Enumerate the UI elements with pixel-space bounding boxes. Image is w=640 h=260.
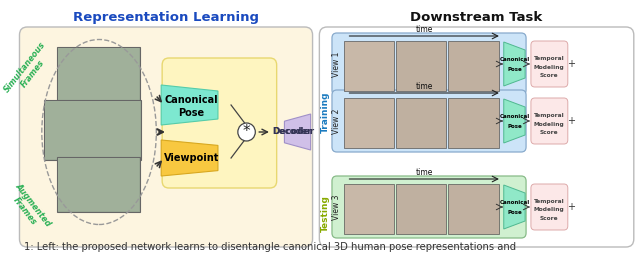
Text: time: time	[415, 168, 433, 177]
Text: Decoder: Decoder	[272, 127, 314, 136]
Text: Score: Score	[540, 129, 559, 134]
Text: *: *	[243, 124, 250, 139]
Text: Score: Score	[540, 216, 559, 220]
Bar	[58, 47, 140, 105]
Text: Testing: Testing	[321, 196, 330, 232]
Bar	[344, 98, 394, 148]
Text: Pose: Pose	[178, 108, 204, 118]
Bar	[344, 41, 394, 91]
FancyBboxPatch shape	[332, 176, 526, 238]
FancyBboxPatch shape	[531, 41, 568, 87]
Text: View 3: View 3	[332, 194, 341, 220]
Bar	[396, 41, 447, 91]
Text: Canonical: Canonical	[499, 199, 529, 205]
Circle shape	[238, 123, 255, 141]
FancyBboxPatch shape	[19, 27, 312, 247]
Bar	[449, 184, 499, 234]
Bar	[58, 157, 140, 212]
FancyBboxPatch shape	[531, 184, 568, 230]
Text: 1: Left: the proposed network learns to disentangle canonical 3D human pose repr: 1: Left: the proposed network learns to …	[24, 242, 516, 252]
Text: Downstream Task: Downstream Task	[410, 11, 543, 24]
Text: time: time	[415, 82, 433, 91]
Text: View 2: View 2	[332, 108, 341, 134]
Text: Viewpoint: Viewpoint	[164, 153, 219, 163]
Text: Canonical: Canonical	[499, 114, 529, 119]
Text: Augmented
Frames: Augmented Frames	[6, 181, 53, 235]
Bar	[44, 100, 141, 160]
Text: Modeling: Modeling	[534, 207, 564, 212]
Polygon shape	[504, 99, 525, 143]
Bar	[449, 41, 499, 91]
Text: Canonical: Canonical	[499, 56, 529, 62]
Text: time: time	[415, 25, 433, 34]
Text: Temporal: Temporal	[534, 198, 564, 204]
Text: Modeling: Modeling	[534, 64, 564, 69]
Text: Representation Learning: Representation Learning	[73, 11, 259, 24]
Polygon shape	[161, 140, 218, 176]
Bar	[396, 184, 447, 234]
Bar	[58, 48, 139, 104]
Bar	[396, 98, 447, 148]
Polygon shape	[504, 185, 525, 229]
Polygon shape	[161, 85, 218, 125]
FancyBboxPatch shape	[319, 27, 634, 247]
Polygon shape	[284, 114, 310, 150]
Text: Simultaneous
Frames: Simultaneous Frames	[3, 40, 56, 100]
FancyBboxPatch shape	[332, 90, 526, 152]
Text: Modeling: Modeling	[534, 121, 564, 127]
FancyBboxPatch shape	[162, 58, 276, 188]
Text: View 1: View 1	[332, 51, 341, 77]
Text: Pose: Pose	[507, 210, 522, 214]
Text: Pose: Pose	[507, 67, 522, 72]
Text: Pose: Pose	[507, 124, 522, 128]
Text: Training: Training	[321, 91, 330, 133]
FancyBboxPatch shape	[531, 98, 568, 144]
Text: Temporal: Temporal	[534, 55, 564, 61]
Text: +: +	[566, 116, 575, 126]
Polygon shape	[504, 42, 525, 86]
Text: Score: Score	[540, 73, 559, 77]
Bar	[58, 158, 139, 211]
FancyBboxPatch shape	[332, 33, 526, 95]
Bar	[45, 101, 140, 159]
Text: Canonical: Canonical	[164, 95, 218, 105]
Bar	[449, 98, 499, 148]
Text: Decoder: Decoder	[273, 127, 312, 136]
Bar	[344, 184, 394, 234]
Text: Temporal: Temporal	[534, 113, 564, 118]
Text: +: +	[566, 202, 575, 212]
Text: +: +	[566, 59, 575, 69]
